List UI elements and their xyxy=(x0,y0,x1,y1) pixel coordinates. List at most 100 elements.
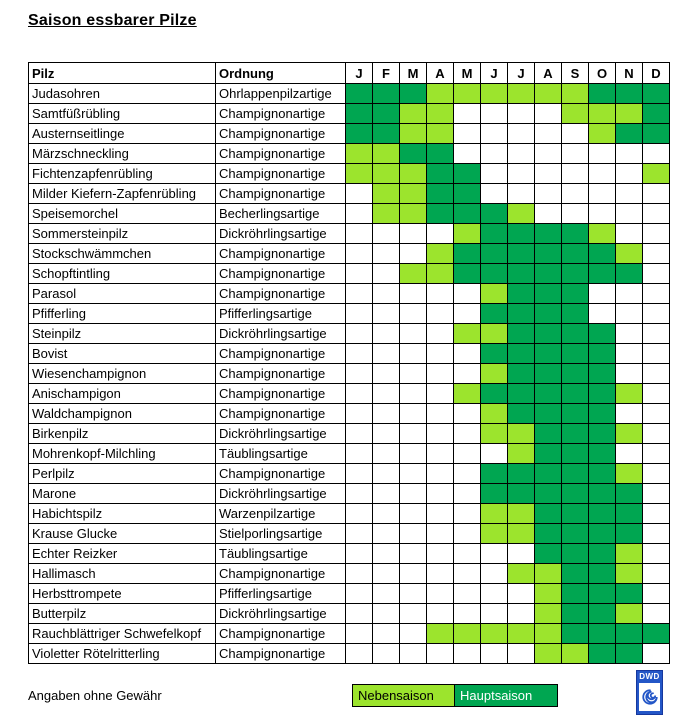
season-legend: Nebensaison Hauptsaison xyxy=(352,684,558,707)
season-cell xyxy=(588,563,616,584)
season-cell xyxy=(345,243,373,264)
season-cell xyxy=(588,583,616,604)
season-cell xyxy=(534,363,562,384)
column-header-pilz: Pilz xyxy=(28,62,216,84)
season-cell xyxy=(507,163,535,184)
pilz-name: Perlpilz xyxy=(28,463,216,484)
season-cell xyxy=(642,283,670,304)
season-cell xyxy=(615,563,643,584)
season-cell xyxy=(426,423,454,444)
season-cell xyxy=(588,503,616,524)
season-cell xyxy=(426,163,454,184)
season-cell xyxy=(561,623,589,644)
season-cell xyxy=(588,623,616,644)
season-cell xyxy=(453,643,481,664)
legend-nebensaison: Nebensaison xyxy=(353,685,455,706)
season-cell xyxy=(345,383,373,404)
season-cell xyxy=(372,283,400,304)
table-row: Anischampigon Champignonartige xyxy=(28,383,670,404)
ordnung-name: Champignonartige xyxy=(215,263,346,284)
season-cell xyxy=(642,523,670,544)
table-row: Pfifferling Pfifferlingsartige xyxy=(28,303,670,324)
season-cell xyxy=(561,383,589,404)
season-cell xyxy=(507,503,535,524)
season-cell xyxy=(507,243,535,264)
season-cell xyxy=(642,603,670,624)
season-cell xyxy=(426,483,454,504)
season-cell xyxy=(372,423,400,444)
season-cell xyxy=(480,103,508,124)
table-row: Steinpilz Dickröhrlingsartige xyxy=(28,323,670,344)
season-cell xyxy=(399,643,427,664)
ordnung-name: Champignonartige xyxy=(215,183,346,204)
month-header-0: J xyxy=(345,62,373,84)
season-cell xyxy=(345,83,373,104)
dwd-logo: DWD xyxy=(636,670,663,715)
season-cell xyxy=(615,523,643,544)
season-cell xyxy=(480,563,508,584)
table-row: Fichtenzapfenrübling Champignonartige xyxy=(28,163,670,184)
season-cell xyxy=(480,583,508,604)
season-cell xyxy=(345,563,373,584)
season-cell xyxy=(615,643,643,664)
season-cell xyxy=(426,463,454,484)
season-cell xyxy=(372,243,400,264)
season-cell xyxy=(453,543,481,564)
season-cell xyxy=(399,203,427,224)
season-cell xyxy=(399,403,427,424)
season-cell xyxy=(453,583,481,604)
season-cell xyxy=(453,383,481,404)
season-cell xyxy=(480,83,508,104)
season-cell xyxy=(642,163,670,184)
season-cell xyxy=(399,263,427,284)
ordnung-name: Champignonartige xyxy=(215,563,346,584)
season-cell xyxy=(534,123,562,144)
season-cell xyxy=(561,483,589,504)
season-cell xyxy=(372,483,400,504)
season-cell xyxy=(453,403,481,424)
season-cell xyxy=(399,223,427,244)
season-cell xyxy=(615,243,643,264)
season-cell xyxy=(534,343,562,364)
season-cell xyxy=(615,183,643,204)
pilz-name: Stockschwämmchen xyxy=(28,243,216,264)
season-cell xyxy=(453,423,481,444)
season-cell xyxy=(453,503,481,524)
season-cell xyxy=(642,643,670,664)
month-header-11: D xyxy=(642,62,670,84)
ordnung-name: Champignonartige xyxy=(215,243,346,264)
season-cell xyxy=(507,603,535,624)
season-cell xyxy=(372,523,400,544)
table-row: Märzschneckling Champignonartige xyxy=(28,143,670,164)
season-cell xyxy=(642,483,670,504)
season-cell xyxy=(372,263,400,284)
season-cell xyxy=(588,643,616,664)
season-cell xyxy=(345,543,373,564)
season-cell xyxy=(615,163,643,184)
season-cell xyxy=(399,123,427,144)
spiral-icon xyxy=(639,683,660,711)
season-cell xyxy=(345,603,373,624)
season-cell xyxy=(345,483,373,504)
season-cell xyxy=(399,323,427,344)
ordnung-name: Champignonartige xyxy=(215,343,346,364)
season-cell xyxy=(561,223,589,244)
season-cell xyxy=(453,323,481,344)
season-cell xyxy=(345,143,373,164)
season-cell xyxy=(588,203,616,224)
season-cell xyxy=(453,83,481,104)
season-cell xyxy=(642,203,670,224)
season-cell xyxy=(399,443,427,464)
table-row: Stockschwämmchen Champignonartige xyxy=(28,243,670,264)
season-cell xyxy=(399,183,427,204)
season-cell xyxy=(507,583,535,604)
season-cell xyxy=(642,563,670,584)
season-cell xyxy=(507,563,535,584)
season-cell xyxy=(588,103,616,124)
season-cell xyxy=(480,543,508,564)
season-cell xyxy=(426,623,454,644)
season-cell xyxy=(588,343,616,364)
season-cell xyxy=(615,303,643,324)
pilz-name: Austernseitlinge xyxy=(28,123,216,144)
season-cell xyxy=(426,583,454,604)
